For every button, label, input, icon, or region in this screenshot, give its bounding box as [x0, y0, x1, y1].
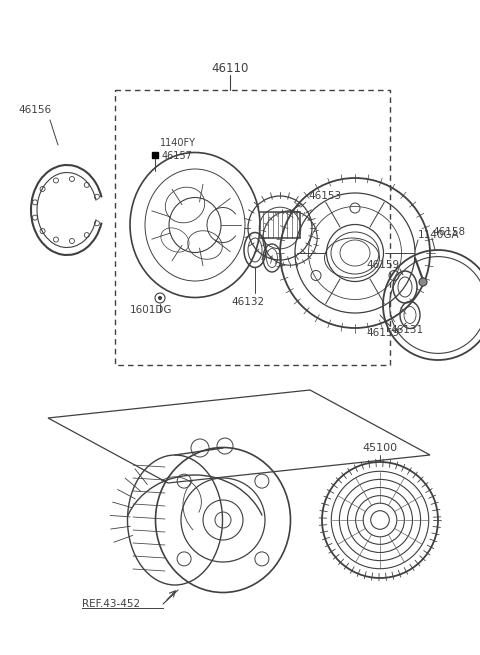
Text: 45100: 45100 [362, 443, 397, 453]
Text: REF.43-452: REF.43-452 [82, 599, 140, 609]
Text: 46132: 46132 [231, 297, 264, 307]
Text: 46159: 46159 [367, 328, 400, 338]
Circle shape [419, 278, 427, 286]
Text: 1140FY: 1140FY [160, 138, 196, 148]
Text: 1601DG: 1601DG [130, 305, 172, 315]
Text: 46159: 46159 [367, 260, 400, 270]
Text: 46110: 46110 [211, 62, 249, 75]
Text: 46158: 46158 [432, 227, 465, 237]
Text: 46156: 46156 [18, 105, 51, 115]
Text: 46153: 46153 [308, 191, 341, 201]
Text: 1140GA: 1140GA [418, 230, 460, 240]
Text: 46131: 46131 [390, 325, 423, 335]
Text: 46157: 46157 [162, 151, 193, 161]
Circle shape [158, 297, 161, 299]
